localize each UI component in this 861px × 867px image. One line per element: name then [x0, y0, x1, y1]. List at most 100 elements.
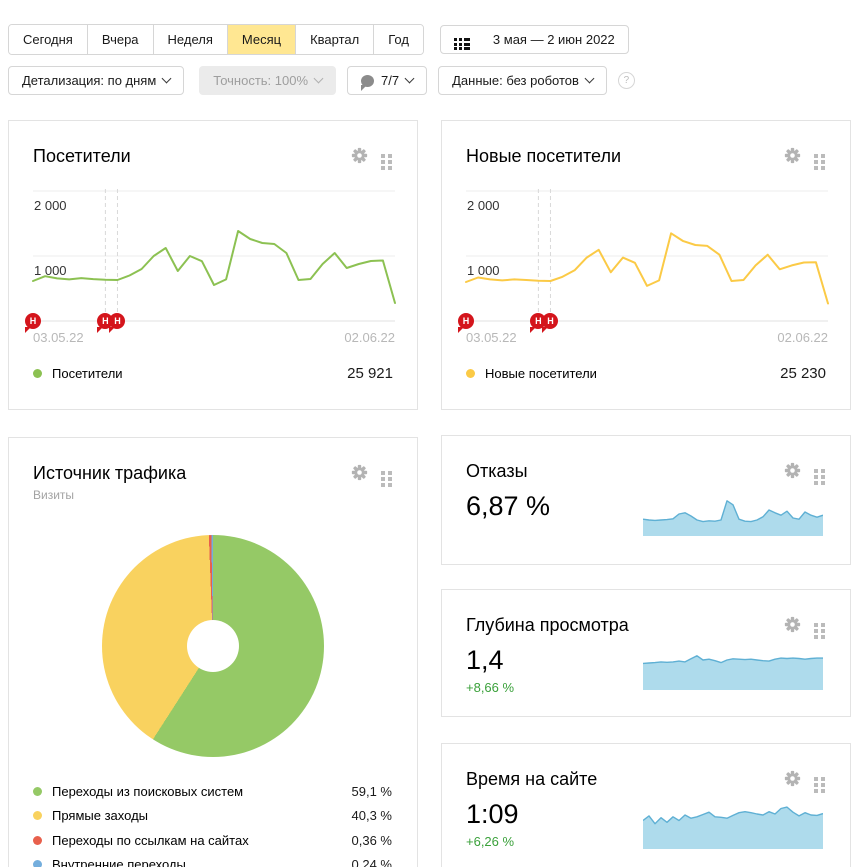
- widget-drag-handle-icon[interactable]: [814, 154, 818, 158]
- legend-dot: [466, 369, 475, 378]
- chevron-down-icon: [313, 73, 324, 84]
- x-axis-start-date: 03.05.22: [33, 330, 84, 345]
- legend-label: Внутренние переходы: [52, 857, 186, 867]
- legend-value: 40,3 %: [351, 808, 392, 824]
- legend-label: Новые посетители: [485, 366, 597, 381]
- chart-legend: Новые посетители 25 230: [466, 365, 826, 382]
- y-axis-tick: 2 000: [34, 198, 67, 213]
- note-marker[interactable]: Н: [109, 313, 126, 333]
- period-week-button[interactable]: Неделя: [152, 25, 227, 54]
- traffic-donut-chart: [102, 535, 324, 757]
- widget-settings-gear-icon[interactable]: [784, 462, 801, 479]
- accuracy-label: Точность: 100%: [213, 73, 309, 88]
- x-axis-end-date: 02.06.22: [344, 330, 395, 345]
- legend-dot: [33, 860, 42, 867]
- note-marker[interactable]: Н: [530, 313, 547, 333]
- legend-value: 0,36 %: [351, 832, 392, 848]
- time-sparkline: [642, 803, 824, 849]
- x-axis-start-date: 03.05.22: [466, 330, 517, 345]
- detalization-dropdown[interactable]: Детализация: по дням: [8, 66, 185, 95]
- widget-settings-gear-icon[interactable]: [784, 616, 801, 633]
- calendar-grid-icon: [453, 38, 457, 41]
- metric-value: 6,87 %: [466, 491, 551, 521]
- comments-dropdown[interactable]: 7/7: [347, 66, 428, 95]
- metric-delta: +8,66 %: [466, 680, 515, 695]
- legend-row: Переходы по ссылкам на сайтах 0,36 %: [33, 828, 392, 853]
- help-icon[interactable]: ?: [617, 72, 635, 89]
- widget-settings-gear-icon[interactable]: [784, 770, 801, 787]
- widget-title: Глубина просмотра: [466, 615, 629, 635]
- widget-title: Новые посетители: [466, 146, 622, 166]
- legend-dot: [33, 811, 42, 821]
- data-filter-label: Данные: без роботов: [452, 73, 579, 88]
- filters-toolbar: Детализация: по дням Точность: 100% 7/7 …: [8, 66, 635, 95]
- page-depth-widget: Глубина просмотра 1,4 +8,66 %: [441, 589, 851, 717]
- widget-title: Время на сайте: [466, 769, 598, 789]
- legend-total-value: 25 921: [347, 365, 393, 382]
- legend-dot: [33, 786, 42, 796]
- legend-row: Переходы из поисковых систем 59,1 %: [33, 779, 392, 804]
- widget-title: Отказы: [466, 461, 528, 481]
- period-quarter-button[interactable]: Квартал: [295, 25, 374, 54]
- bounces-sparkline: [642, 496, 824, 536]
- period-toolbar: Сегодня Вчера Неделя Месяц Квартал Год 3…: [8, 24, 629, 55]
- widget-drag-handle-icon[interactable]: [381, 154, 385, 158]
- legend-value: 0,24 %: [351, 857, 392, 867]
- period-yesterday-button[interactable]: Вчера: [86, 25, 153, 54]
- chevron-down-icon: [404, 73, 415, 84]
- period-today-button[interactable]: Сегодня: [9, 25, 87, 54]
- period-segmented-control: Сегодня Вчера Неделя Месяц Квартал Год: [8, 24, 424, 55]
- legend-total-value: 25 230: [780, 365, 826, 382]
- note-marker[interactable]: Н: [25, 313, 41, 333]
- legend-label: Переходы по ссылкам на сайтах: [52, 832, 249, 848]
- note-marker[interactable]: Н: [458, 313, 474, 333]
- speech-bubble-icon: [361, 74, 375, 91]
- widget-settings-gear-icon[interactable]: [351, 464, 368, 481]
- date-range-label: 3 мая — 2 июн 2022: [492, 32, 615, 47]
- legend-label: Прямые заходы: [52, 808, 149, 824]
- legend-row: Прямые заходы 40,3 %: [33, 804, 392, 829]
- comments-count: 7/7: [381, 73, 400, 88]
- accuracy-dropdown: Точность: 100%: [199, 66, 337, 95]
- legend-label: Посетители: [52, 366, 123, 381]
- metric-value: 1,4: [466, 645, 504, 675]
- legend-dot: [33, 369, 42, 378]
- traffic-source-widget: Источник трафика Визиты Переходы из поис…: [8, 437, 418, 867]
- widget-drag-handle-icon[interactable]: [381, 471, 385, 475]
- widget-drag-handle-icon[interactable]: [814, 777, 818, 781]
- data-filter-dropdown[interactable]: Данные: без роботов: [438, 66, 607, 95]
- widget-drag-handle-icon[interactable]: [814, 623, 818, 627]
- time-on-site-widget: Время на сайте 1:09 +6,26 %: [441, 743, 851, 867]
- visitors-widget: Посетители 2 000 1 000 03.05.22 02.06.22…: [8, 120, 418, 410]
- detalization-label: Детализация: по дням: [22, 73, 157, 88]
- widget-settings-gear-icon[interactable]: [784, 147, 801, 164]
- depth-sparkline: [642, 652, 823, 690]
- metric-delta: +6,26 %: [466, 834, 515, 849]
- y-axis-tick: 2 000: [467, 198, 500, 213]
- period-year-button[interactable]: Год: [373, 25, 423, 54]
- note-marker[interactable]: Н: [97, 313, 114, 333]
- traffic-legend: Переходы из поисковых систем 59,1 % Прям…: [33, 779, 392, 867]
- bounces-widget: Отказы 6,87 %: [441, 435, 851, 565]
- date-range-button[interactable]: 3 мая — 2 июн 2022: [439, 25, 629, 54]
- note-marker[interactable]: Н: [542, 313, 559, 333]
- x-axis-end-date: 02.06.22: [777, 330, 828, 345]
- donut-hole: [187, 620, 239, 672]
- widget-drag-handle-icon[interactable]: [814, 469, 818, 473]
- legend-label: Переходы из поисковых систем: [52, 783, 244, 799]
- period-month-button[interactable]: Месяц: [226, 25, 296, 54]
- widget-title: Источник трафика: [33, 463, 187, 483]
- chevron-down-icon: [584, 73, 595, 84]
- legend-dot: [33, 835, 42, 845]
- legend-row: Внутренние переходы 0,24 %: [33, 853, 392, 867]
- chevron-down-icon: [161, 73, 172, 84]
- metric-value: 1:09: [466, 799, 519, 829]
- legend-value: 59,1 %: [351, 783, 392, 799]
- chart-legend: Посетители 25 921: [33, 365, 393, 382]
- widget-subtitle: Визиты: [33, 488, 75, 502]
- widget-settings-gear-icon[interactable]: [351, 147, 368, 164]
- widget-title: Посетители: [33, 146, 131, 166]
